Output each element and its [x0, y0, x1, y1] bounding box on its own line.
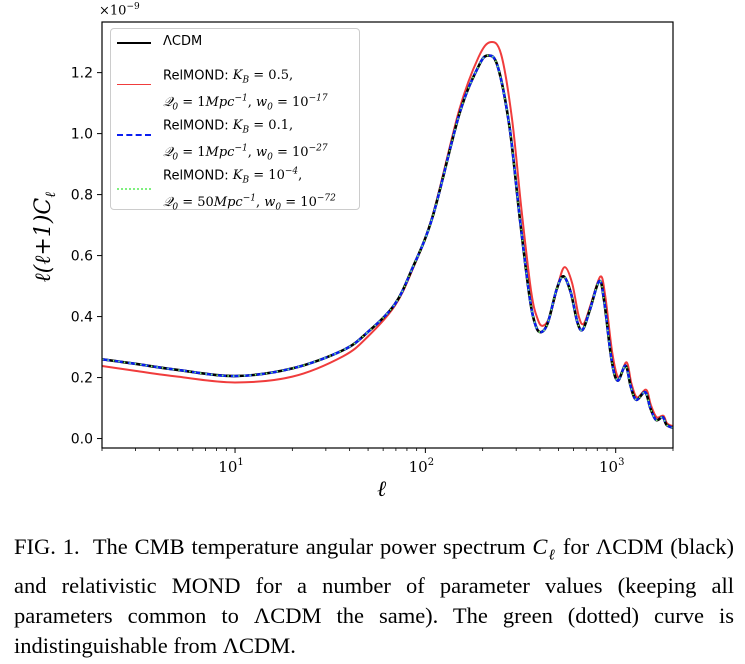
caption-symbol-sub: ℓ — [547, 547, 556, 564]
caption-symbol: C — [532, 534, 548, 559]
multiplier-exp: −9 — [126, 2, 140, 12]
legend-label: RelMOND: KB = 0.1, 𝒬0 = 1Mpc−1, w0 = 10−… — [163, 118, 328, 163]
q0-value: 1 — [197, 95, 206, 111]
legend-prefix: RelMOND: — [163, 68, 233, 84]
y-tick-label: 0.8 — [71, 188, 93, 204]
y-label-text: ℓ(ℓ+1)C — [30, 197, 56, 283]
kb-exp: −4 — [284, 167, 299, 177]
y-tick-label: 0.2 — [71, 371, 93, 387]
plot-frame — [101, 21, 674, 449]
y-multiplier: ×10−9 — [99, 2, 140, 18]
series-layer — [101, 40, 674, 430]
legend-label: RelMOND: KB = 10−4, 𝒬0 = 50Mpc−1, w0 = 1… — [163, 167, 336, 213]
w0-exp: −72 — [316, 193, 336, 204]
legend-prefix: RelMOND: — [163, 118, 233, 134]
legend-line-green — [117, 188, 151, 190]
y-tick-label: 0.6 — [71, 249, 93, 265]
legend: ΛCDM RelMOND: KB = 0.5, 𝒬0 = 1Mpc−1, w0 … — [110, 28, 360, 213]
legend-line-blue — [117, 134, 151, 136]
caption-text-2: for ΛCDM (black) and relativistic MOND f… — [14, 534, 734, 658]
kb-value: 0.5 — [268, 68, 289, 84]
multiplier-base: ×10 — [99, 3, 127, 19]
x-tick-label: 103 — [599, 457, 624, 476]
series-line-3 — [101, 54, 674, 429]
legend-prefix: RelMOND: — [163, 168, 233, 184]
w0-exp: −27 — [308, 143, 328, 154]
kb-value: 10 — [268, 168, 285, 184]
caption-text: The CMB temperature angular power spectr… — [92, 534, 533, 559]
legend-label: ΛCDM — [163, 34, 203, 49]
q0-value: 1 — [197, 145, 206, 161]
x-axis-label: ℓ — [377, 477, 387, 502]
caption-label: FIG. 1. — [14, 534, 80, 559]
x-tick-label: 102 — [409, 457, 434, 476]
legend-line-black — [117, 42, 151, 44]
y-tick-label: 1.2 — [71, 66, 93, 82]
kb-value: 0.1 — [268, 118, 289, 134]
x-tick-label: 101 — [218, 457, 243, 476]
legend-line-red — [117, 84, 151, 85]
y-tick-label: 0.0 — [71, 432, 93, 448]
w0-exp: −17 — [308, 93, 328, 104]
figure-caption: FIG. 1. The CMB temperature angular powe… — [14, 532, 734, 661]
y-tick-label: 0.4 — [71, 310, 93, 326]
q0-value: 50 — [197, 195, 214, 211]
legend-label: RelMOND: KB = 0.5, 𝒬0 = 1Mpc−1, w0 = 10−… — [163, 68, 328, 113]
y-label-sub: ℓ — [43, 191, 60, 198]
y-tick-label: 1.0 — [71, 127, 93, 143]
y-axis-label: ℓ(ℓ+1)Cℓ — [30, 152, 60, 322]
